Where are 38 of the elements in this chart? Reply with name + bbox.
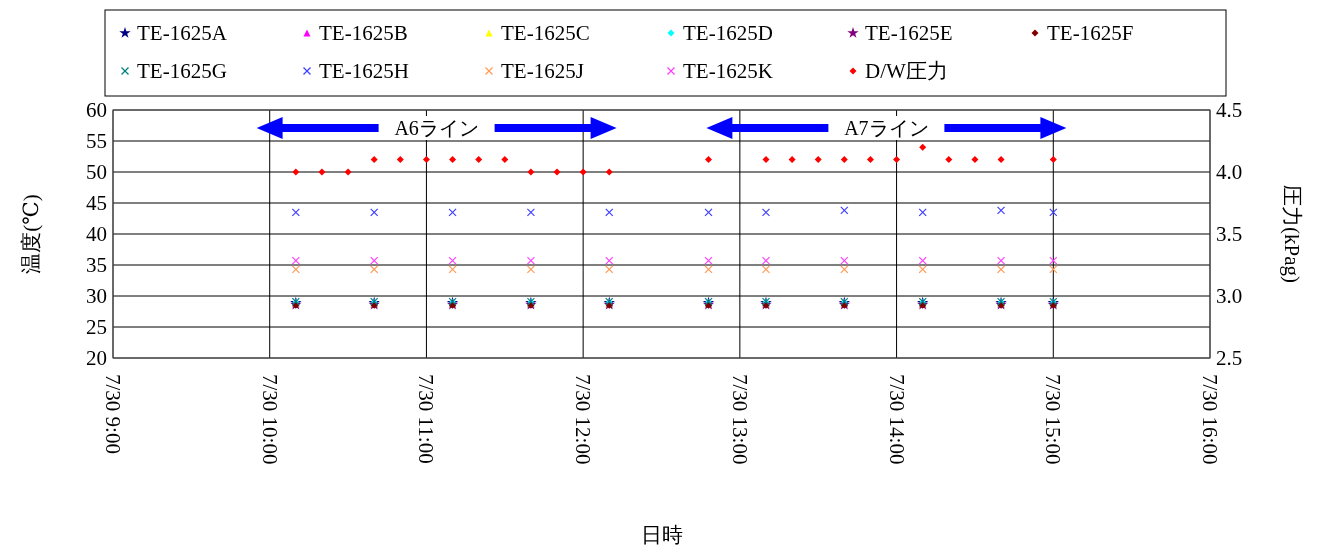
legend-label: TE-1625J (501, 59, 584, 83)
y-tick-label: 35 (86, 253, 107, 277)
y2-axis-title: 圧力(kPag) (1280, 185, 1304, 283)
x-tick-label: 7/30 11:00 (414, 374, 439, 464)
legend-label: TE-1625B (319, 21, 408, 45)
legend-label: TE-1625A (137, 21, 228, 45)
y-tick-label: 25 (86, 315, 107, 339)
y2-tick-label: 3.0 (1216, 284, 1243, 308)
annotation: A7ライン (844, 117, 929, 139)
legend-label: TE-1625E (865, 21, 953, 45)
x-tick-label: 7/30 16:00 (1198, 374, 1222, 465)
legend-label: TE-1625C (501, 21, 590, 45)
y2-tick-label: 3.5 (1216, 222, 1243, 246)
legend-label: TE-1625D (683, 21, 773, 45)
legend-label: TE-1625F (1047, 21, 1134, 45)
y2-tick-label: 2.5 (1216, 346, 1243, 370)
legend-label: D/W圧力 (865, 59, 948, 83)
y2-tick-label: 4.5 (1216, 98, 1243, 122)
legend-label: TE-1625K (683, 59, 773, 83)
y-tick-label: 30 (86, 284, 107, 308)
y-tick-label: 40 (86, 222, 107, 246)
y-tick-label: 55 (86, 129, 107, 153)
x-axis-title: 日時 (640, 523, 683, 547)
y-tick-label: 60 (86, 98, 107, 122)
legend-label: TE-1625G (137, 59, 227, 83)
y-tick-label: 20 (86, 346, 107, 370)
y2-tick-label: 4.0 (1216, 160, 1243, 184)
x-tick-label: 7/30 9:00 (101, 374, 125, 454)
x-tick-label: 7/30 13:00 (727, 374, 752, 465)
x-tick-label: 7/30 12:00 (571, 374, 596, 465)
legend-label: TE-1625H (319, 59, 409, 83)
annotation: A6ライン (394, 117, 479, 139)
y-tick-label: 45 (86, 191, 107, 215)
y-axis-title: 温度(℃) (19, 194, 43, 274)
x-tick-label: 7/30 10:00 (257, 374, 282, 465)
x-tick-label: 7/30 15:00 (1041, 374, 1066, 465)
y-tick-label: 50 (86, 160, 107, 184)
x-tick-label: 7/30 14:00 (884, 374, 909, 465)
